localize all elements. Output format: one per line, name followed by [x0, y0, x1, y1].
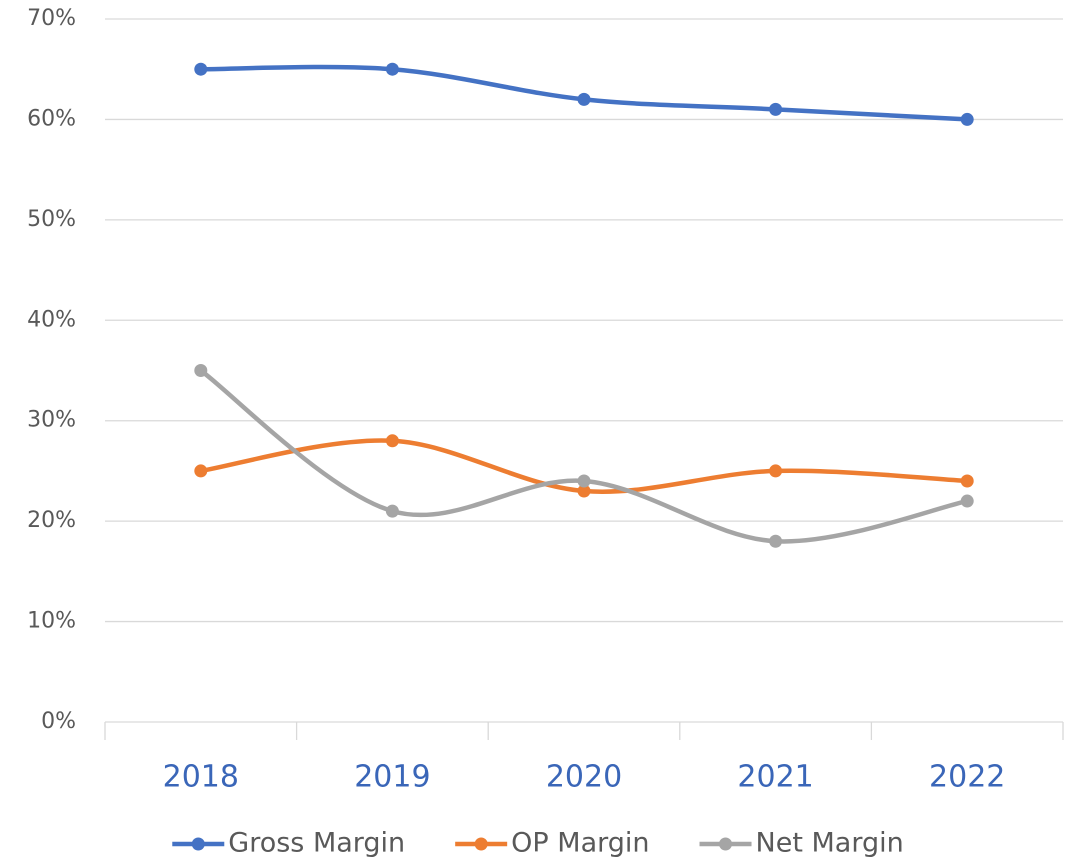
data-point: [769, 534, 783, 548]
x-tick-label: 2021: [737, 760, 813, 795]
y-tick-label: 10%: [27, 609, 76, 634]
y-tick-label: 40%: [27, 307, 76, 332]
legend-item: OP Margin: [455, 828, 650, 859]
legend-label: Net Margin: [756, 828, 904, 859]
legend-label: Gross Margin: [228, 828, 405, 859]
y-tick-label: 70%: [27, 6, 76, 31]
legend-marker: [719, 837, 733, 851]
data-point: [385, 62, 399, 76]
data-point: [385, 504, 399, 518]
y-tick-label: 30%: [27, 408, 76, 433]
data-point: [577, 484, 591, 498]
data-point: [194, 364, 208, 377]
data-point: [577, 92, 591, 106]
data-point: [769, 102, 783, 116]
legend-marker: [191, 837, 205, 851]
x-tick-label: 2022: [929, 760, 1005, 795]
data-point: [960, 494, 974, 508]
y-tick-label: 60%: [27, 106, 76, 131]
x-tick-label: 2018: [163, 760, 239, 795]
data-point: [960, 112, 974, 126]
data-point: [960, 474, 974, 488]
data-point: [769, 464, 783, 478]
data-point: [194, 62, 208, 76]
legend-item: Gross Margin: [172, 828, 405, 859]
y-tick-label: 50%: [27, 207, 76, 232]
data-point: [577, 474, 591, 488]
y-tick-label: 20%: [27, 508, 76, 533]
series-line: [198, 368, 970, 544]
y-tick-label: 0%: [41, 709, 76, 734]
legend-item: Net Margin: [699, 828, 904, 859]
data-point: [385, 434, 399, 448]
x-tick-label: 2020: [546, 760, 622, 795]
legend-marker: [474, 837, 488, 851]
x-tick-label: 2019: [354, 760, 430, 795]
data-point: [194, 464, 208, 478]
legend-label: OP Margin: [511, 828, 649, 859]
